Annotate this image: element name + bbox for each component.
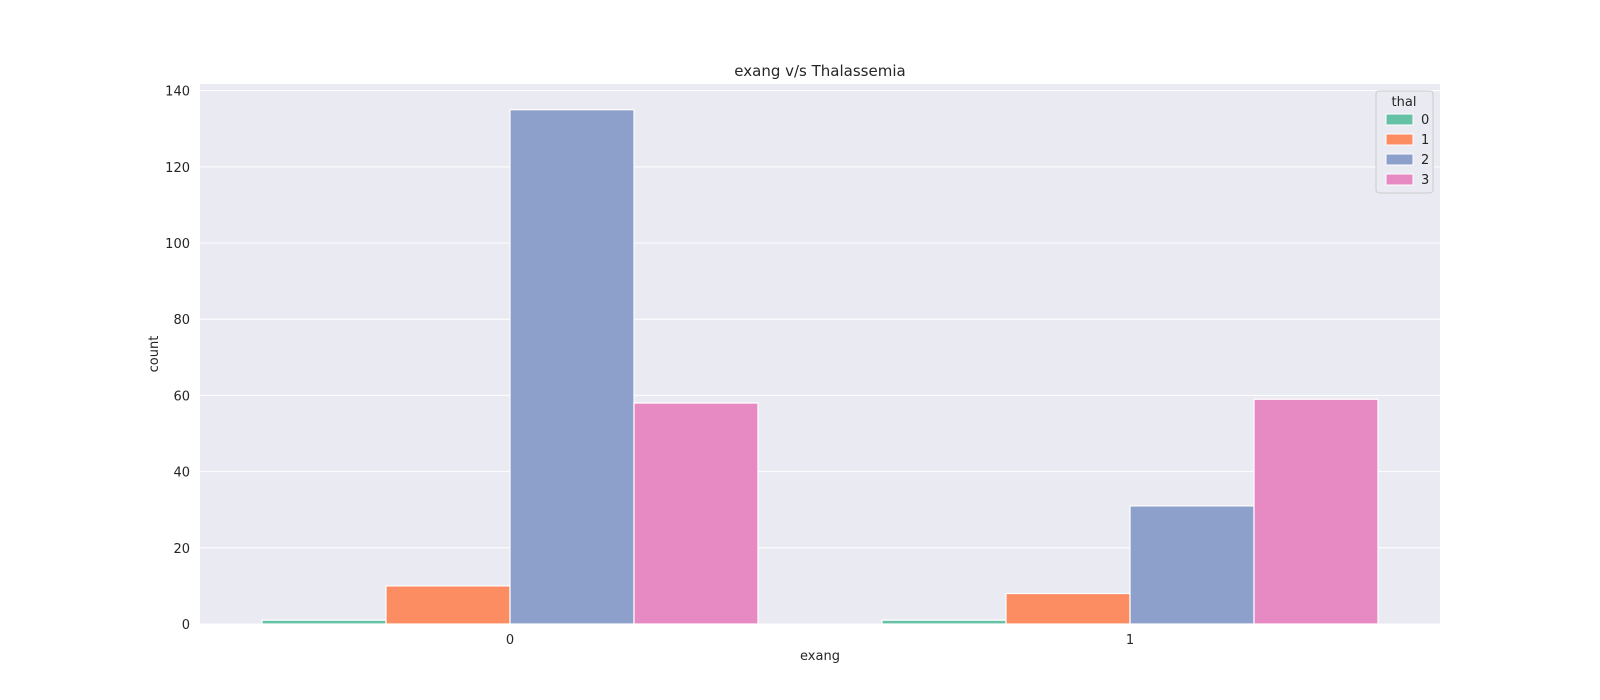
bar (633, 402, 759, 625)
y-tick-label: 140 (165, 85, 190, 100)
y-axis-ticks: 0 20 40 60 80 100 120 140 (165, 85, 190, 633)
y-tick-label: 60 (173, 389, 190, 404)
y-axis-label: count (147, 336, 162, 373)
y-tick-label: 100 (165, 237, 190, 252)
bar (509, 109, 635, 625)
bar (1253, 398, 1379, 625)
legend-title: thal (1392, 95, 1417, 110)
y-tick-label: 120 (165, 161, 190, 176)
legend: thal 0 1 2 3 (1375, 90, 1434, 194)
legend-swatch (1385, 153, 1414, 166)
legend-label: 1 (1421, 133, 1429, 148)
chart-title: exang v/s Thalassemia (734, 62, 905, 80)
legend-swatch (1385, 133, 1414, 146)
y-tick-label: 40 (173, 466, 190, 481)
x-tick-label: 0 (506, 633, 514, 648)
bar (261, 619, 387, 625)
legend-label: 0 (1421, 113, 1429, 128)
legend-items: 0 1 2 3 (1385, 113, 1429, 188)
bars (261, 109, 1379, 625)
bar (1129, 505, 1255, 625)
bar (881, 619, 1007, 625)
bar (385, 585, 511, 625)
legend-swatch (1385, 173, 1414, 186)
bar (1005, 592, 1131, 625)
legend-label: 2 (1421, 153, 1429, 168)
x-tick-label: 1 (1126, 633, 1134, 648)
x-axis-label: exang (800, 649, 840, 664)
legend-swatch (1385, 113, 1414, 126)
y-tick-label: 20 (173, 542, 190, 557)
y-tick-label: 0 (182, 618, 190, 633)
legend-label: 3 (1421, 173, 1429, 188)
y-tick-label: 80 (173, 313, 190, 328)
